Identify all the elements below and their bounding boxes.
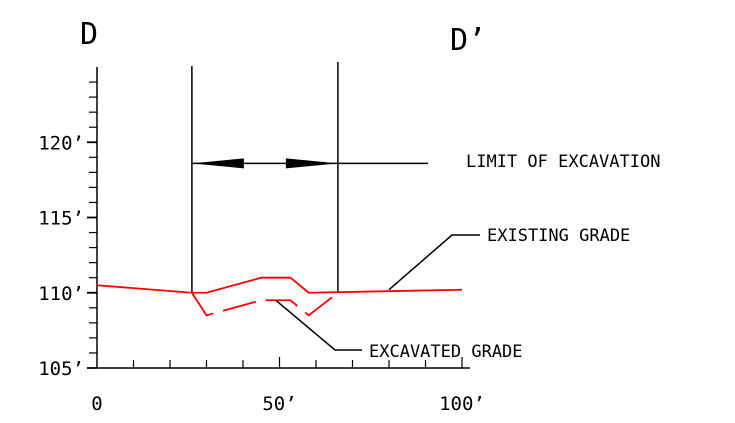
existing-grade-leader: [388, 234, 480, 291]
excavated-grade-label: EXCAVATED GRADE: [369, 342, 523, 362]
limit-of-excavation-lines: [191, 62, 428, 293]
y-tick-label: 105’: [38, 358, 84, 380]
axes: [96, 67, 470, 369]
x-tick-label: 0: [91, 393, 102, 415]
excavated-grade-line: [191, 292, 339, 317]
y-tick-label: 115’: [38, 208, 84, 230]
x-tick-label: 50’: [262, 393, 296, 415]
x-tick-label: 100’: [439, 393, 485, 415]
arrow-head-left: [191, 158, 244, 169]
leader-lines: [275, 234, 480, 351]
y-tick-label: 120’: [38, 132, 84, 154]
axis-ticks: 105’ 110’ 115’ 120’ 0 50’ 100’: [38, 81, 485, 415]
arrow-head-right: [285, 158, 338, 169]
existing-grade-line: [96, 276, 463, 294]
grade-lines: [96, 276, 463, 317]
section-end-label: D’: [450, 23, 486, 58]
limit-of-excavation-label: LIMIT OF EXCAVATION: [466, 152, 660, 172]
y-tick-label: 110’: [38, 283, 84, 305]
section-start-label: D: [80, 17, 98, 52]
existing-grade-label: EXISTING GRADE: [487, 226, 630, 246]
excavated-grade-leader: [275, 299, 362, 351]
